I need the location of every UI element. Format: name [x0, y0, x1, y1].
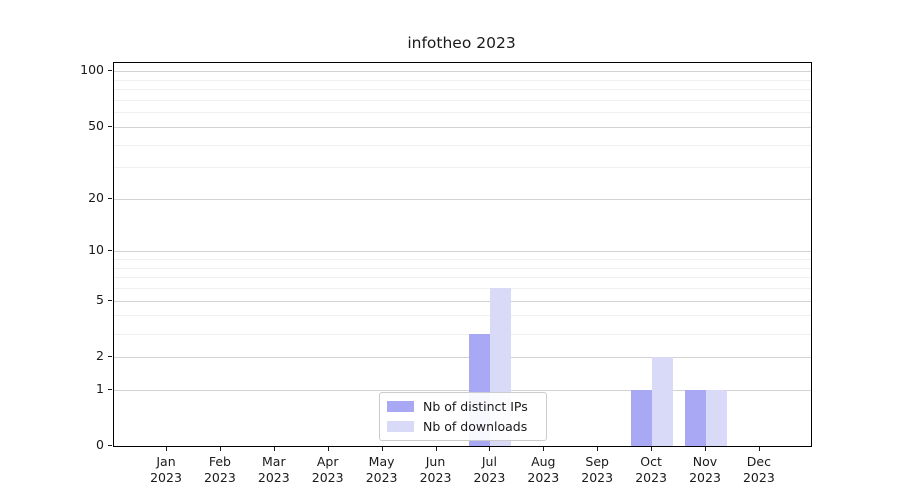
- x-tick-label: Nov 2023: [675, 454, 735, 485]
- x-tick-year: 2023: [257, 469, 290, 485]
- x-tick-label: Jul 2023: [459, 454, 519, 485]
- x-tick-mark: [435, 447, 437, 451]
- y-tick-label: 20: [88, 189, 104, 205]
- x-tick-month: Nov: [692, 454, 718, 469]
- y-tick-mark: [108, 388, 112, 390]
- major-gridline: [114, 71, 811, 73]
- x-tick-year: 2023: [419, 469, 452, 485]
- y-tick-label: 10: [88, 242, 104, 258]
- y-tick-label: 1: [96, 380, 104, 396]
- x-tick-mark: [543, 447, 545, 451]
- x-tick-label: Dec 2023: [729, 454, 789, 485]
- x-tick-mark: [705, 447, 706, 451]
- y-tick-label: 5: [96, 291, 104, 307]
- x-tick-month: Apr: [316, 454, 339, 469]
- x-tick-year: 2023: [742, 469, 775, 485]
- chart-title: infotheo 2023: [407, 34, 516, 52]
- x-tick-month: Jul: [481, 454, 497, 469]
- legend: Nb of distinct IPs Nb of downloads: [379, 392, 547, 441]
- x-tick-year: 2023: [311, 469, 344, 485]
- x-tick-label: Oct 2023: [621, 454, 681, 485]
- major-gridline: [114, 389, 811, 391]
- bar-nb-of-distinct-ips: [685, 389, 706, 446]
- minor-gridline: [114, 259, 811, 261]
- legend-swatch: [387, 401, 414, 412]
- x-tick-label: May 2023: [352, 454, 412, 485]
- x-tick-month: Mar: [262, 454, 286, 469]
- y-tick-mark: [108, 355, 112, 357]
- minor-gridline: [114, 89, 811, 91]
- x-tick-mark: [166, 447, 167, 451]
- y-tick-label: 0: [96, 437, 104, 452]
- y-tick-mark: [108, 70, 112, 72]
- x-tick-year: 2023: [473, 469, 506, 485]
- x-tick-month: Feb: [208, 454, 231, 469]
- x-tick-year: 2023: [581, 469, 614, 485]
- x-tick-year: 2023: [635, 469, 667, 485]
- x-tick-mark: [381, 447, 383, 451]
- x-tick-mark: [219, 447, 221, 451]
- minor-gridline: [114, 267, 811, 269]
- x-tick-month: Jan: [156, 454, 176, 469]
- x-tick-month: Sep: [585, 454, 609, 469]
- y-tick-mark: [108, 445, 112, 446]
- minor-gridline: [114, 288, 811, 290]
- minor-gridline: [114, 333, 811, 335]
- x-tick-year: 2023: [527, 469, 560, 485]
- x-tick-label: Jun 2023: [406, 454, 466, 485]
- legend-item: Nb of downloads: [387, 419, 538, 434]
- y-tick-mark: [108, 197, 112, 199]
- x-tick-mark: [597, 447, 599, 451]
- x-tick-label: Mar 2023: [244, 454, 304, 485]
- y-tick-label: 2: [96, 347, 104, 363]
- minor-gridline: [114, 167, 811, 169]
- y-tick-label: 100: [80, 62, 104, 78]
- x-tick-year: 2023: [203, 469, 236, 485]
- minor-gridline: [114, 79, 811, 81]
- x-tick-month: Jun: [425, 454, 446, 469]
- x-tick-year: 2023: [365, 469, 398, 485]
- minor-gridline: [114, 100, 811, 101]
- plot-area: [113, 62, 812, 447]
- x-tick-label: Aug 2023: [513, 454, 573, 485]
- minor-gridline: [114, 144, 811, 146]
- y-tick-mark: [108, 250, 112, 252]
- major-gridline: [114, 300, 811, 302]
- x-tick-year: 2023: [150, 469, 182, 485]
- x-tick-label: Jan 2023: [136, 454, 196, 485]
- x-tick-month: Aug: [531, 454, 556, 469]
- legend-item: Nb of distinct IPs: [387, 399, 538, 414]
- y-tick-label: 50: [88, 117, 104, 133]
- minor-gridline: [114, 112, 811, 114]
- major-gridline: [114, 126, 811, 128]
- x-tick-mark: [273, 447, 275, 451]
- x-tick-month: Dec: [746, 454, 771, 469]
- bar-nb-of-distinct-ips: [631, 389, 653, 446]
- bar-nb-of-downloads: [652, 356, 674, 446]
- major-gridline: [114, 198, 811, 200]
- major-gridline: [114, 251, 811, 253]
- x-tick-mark: [758, 447, 760, 451]
- x-tick-label: Sep 2023: [567, 454, 627, 485]
- legend-label: Nb of downloads: [423, 419, 528, 434]
- major-gridline: [114, 356, 811, 358]
- legend-swatch: [387, 421, 414, 432]
- x-tick-mark: [327, 447, 329, 451]
- bar-nb-of-downloads: [706, 389, 727, 446]
- minor-gridline: [114, 277, 811, 279]
- x-tick-month: May: [368, 454, 395, 469]
- x-tick-label: Feb 2023: [190, 454, 250, 485]
- x-tick-month: Oct: [640, 454, 662, 469]
- legend-label: Nb of distinct IPs: [423, 399, 528, 414]
- x-tick-year: 2023: [689, 469, 721, 485]
- y-tick-mark: [108, 125, 112, 127]
- x-tick-label: Apr 2023: [298, 454, 358, 485]
- minor-gridline: [114, 315, 811, 317]
- y-tick-mark: [108, 299, 112, 301]
- x-tick-mark: [489, 447, 491, 451]
- x-tick-mark: [651, 447, 653, 451]
